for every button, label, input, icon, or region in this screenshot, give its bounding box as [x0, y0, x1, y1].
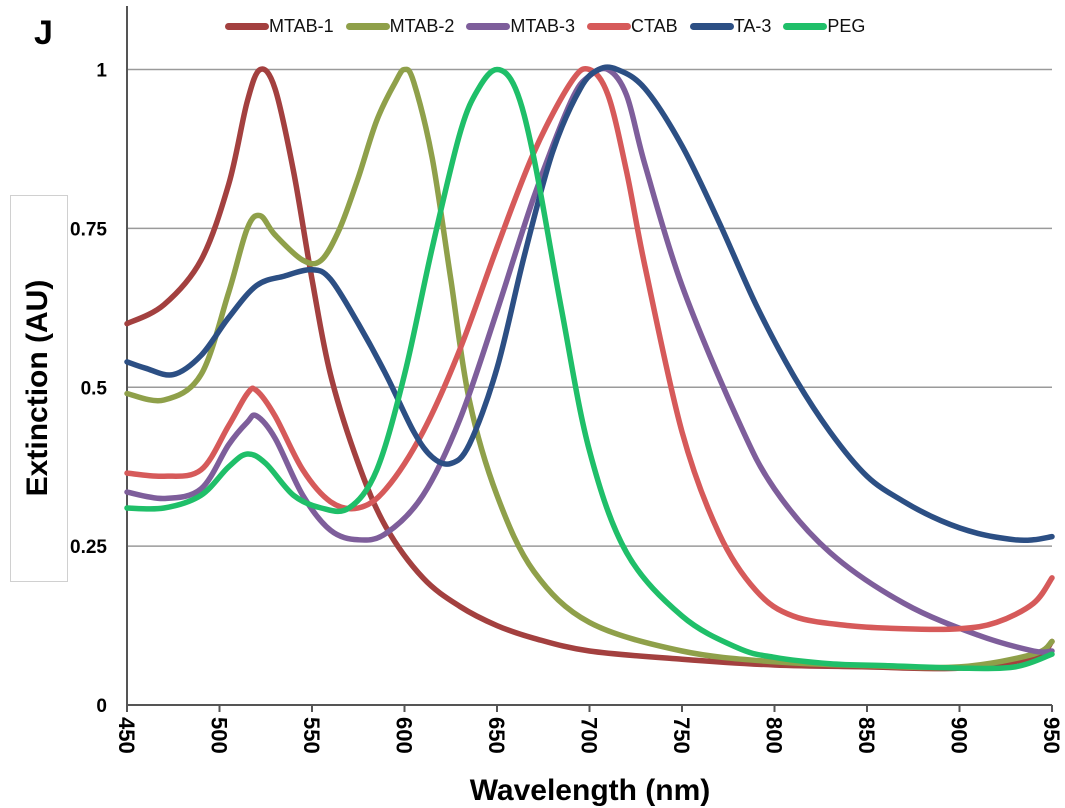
series-line-mtab-1 — [124, 66, 1055, 672]
legend: MTAB-1 MTAB-2 MTAB-3 CTAB TA-3 PEG — [225, 16, 877, 37]
x-tick-label-6: 750 — [669, 717, 694, 754]
x-tick-label-2: 550 — [299, 717, 324, 754]
legend-swatch — [345, 23, 390, 30]
legend-label: MTAB-2 — [389, 16, 455, 36]
series-line-mtab-2 — [124, 66, 1055, 671]
legend-swatch — [466, 23, 511, 30]
legend-label: TA-3 — [733, 16, 772, 36]
x-tick-label-10: 950 — [1039, 717, 1064, 754]
legend-item-ta-3: TA-3 — [689, 16, 772, 37]
y-tick-label-3: 0.75 — [70, 219, 107, 240]
y-tick-label-2: 0.5 — [81, 378, 108, 399]
y-tick-label-4: 1 — [96, 61, 107, 82]
legend-label: CTAB — [631, 16, 678, 36]
legend-label: MTAB-3 — [510, 16, 576, 36]
x-tick-label-5: 700 — [577, 717, 602, 754]
series-line-ta-3 — [124, 64, 1055, 544]
y-axis-label-box — [10, 195, 68, 582]
x-axis-label: Wavelength (nm) — [469, 774, 711, 807]
x-tick-label-0: 450 — [114, 717, 139, 754]
y-tick-label-1: 0.25 — [70, 537, 107, 558]
legend-item-ctab: CTAB — [587, 16, 678, 37]
legend-label: PEG — [827, 16, 866, 36]
x-tick-label-9: 900 — [947, 717, 972, 754]
series-line-ctab — [124, 65, 1055, 633]
legend-swatch — [689, 23, 734, 30]
x-tick-label-1: 500 — [207, 717, 232, 754]
x-tick-label-4: 650 — [484, 717, 509, 754]
series-line-peg — [124, 66, 1055, 672]
legend-item-peg: PEG — [783, 16, 865, 37]
x-tick-label-7: 800 — [762, 717, 787, 754]
x-tick-label-8: 850 — [854, 717, 879, 754]
legend-item-mtab-3: MTAB-3 — [466, 16, 575, 37]
x-tick-label-3: 600 — [392, 717, 417, 754]
panel-letter: J — [34, 14, 53, 52]
legend-swatch — [225, 23, 269, 30]
series-line-mtab-3 — [124, 65, 1055, 655]
legend-item-mtab-2: MTAB-2 — [345, 16, 455, 37]
y-tick-label-0: 0 — [96, 696, 107, 717]
legend-swatch — [783, 23, 828, 30]
legend-swatch — [587, 23, 632, 30]
legend-item-mtab-1: MTAB-1 — [225, 16, 334, 37]
legend-label: MTAB-1 — [269, 16, 334, 36]
